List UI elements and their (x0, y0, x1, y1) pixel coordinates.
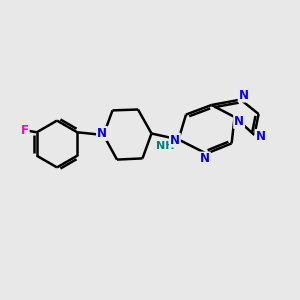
Text: N: N (97, 127, 107, 140)
Text: N: N (238, 88, 249, 102)
Text: N: N (234, 115, 244, 128)
Text: F: F (21, 124, 29, 137)
Text: N: N (170, 134, 180, 147)
Text: N: N (200, 152, 210, 166)
Text: NH: NH (156, 141, 175, 152)
Text: N: N (255, 130, 266, 143)
